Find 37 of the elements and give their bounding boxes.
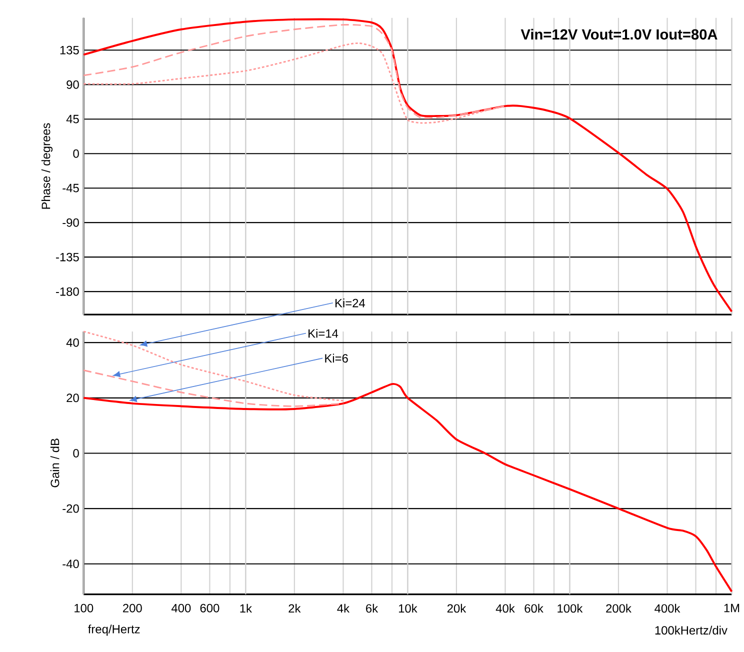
y-tick-label: 40 — [66, 338, 79, 347]
y-tick-label: 135 — [60, 46, 79, 54]
y-tick-label: -20 — [62, 504, 79, 513]
x-tick-label: 1M — [724, 604, 740, 612]
x-tick-label: 400k — [654, 604, 680, 613]
y-axis-title: Gain / dB — [50, 438, 60, 488]
x-tick-label: 20k — [447, 604, 466, 613]
text: Vin=12V Vout=1.0V Iout=80A — [520, 28, 718, 40]
x-tick-label: 400 — [171, 604, 191, 612]
annotation: Ki=14 — [308, 328, 338, 338]
y-tick-label: 45 — [66, 114, 79, 124]
x-tick-label: 1k — [240, 604, 252, 613]
x-axis-title: freq/Hertz — [88, 624, 140, 636]
y-tick-label: -180 — [56, 287, 79, 296]
y-tick-label: 0 — [73, 149, 79, 158]
y-tick-label: 0 — [73, 448, 79, 458]
y-tick-label: -45 — [62, 184, 79, 192]
x-tick-label: 600 — [200, 604, 220, 612]
x-tick-label: 10k — [398, 604, 418, 613]
x-tick-label: 100k — [558, 604, 583, 613]
x-tick-label: 200k — [606, 604, 632, 613]
annotation: Ki=6 — [325, 354, 348, 363]
x-tick-label: 4k — [337, 604, 350, 613]
y-tick-label: -40 — [62, 560, 79, 568]
y-tick-label: 20 — [66, 394, 79, 402]
x-tick-label: 40k — [496, 604, 515, 613]
y-tick-label: -135 — [56, 252, 79, 262]
x-tick-label: 100 — [74, 604, 94, 612]
x-tick-label: 2k — [288, 604, 301, 613]
x-tick-label: 6k — [366, 604, 378, 613]
y-tick-label: 90 — [66, 80, 79, 89]
y-axis-title: Phase / degrees — [41, 123, 53, 209]
text: 100kHertz/div — [655, 626, 728, 635]
annotation: Ki=24 — [335, 298, 366, 308]
x-tick-label: 60k — [524, 604, 544, 613]
y-tick-label: -90 — [62, 218, 79, 227]
x-tick-label: 200 — [123, 604, 142, 612]
